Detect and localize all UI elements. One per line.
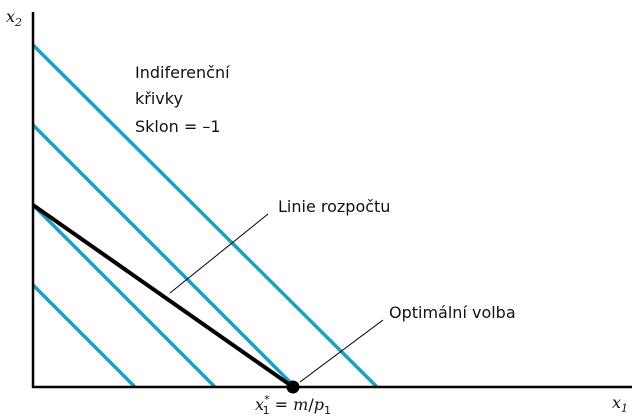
leader-line [169,213,269,294]
optimum-point [286,380,300,394]
label-slash: / [308,395,314,414]
indifference-curve [31,43,379,389]
indifference-curve [31,283,137,389]
budget-line [31,203,295,389]
label-sub: 1 [324,404,331,417]
label-m: m [293,395,308,414]
label-sub: 1 [621,402,628,415]
label-sup: * [264,393,270,406]
annotation: Linie rozpočtu [278,197,390,216]
indifference-curve [31,123,297,389]
label-base: x [255,395,264,414]
annotation: Optimální volba [389,303,516,322]
annotation: Sklon = –1 [135,117,221,136]
annotation: Indiferenční [135,63,230,82]
label-p: p [314,395,324,414]
indifference-curves [31,43,379,389]
y-axis-label: x2 [6,7,22,29]
indifference-curve [31,203,217,389]
label-sub: 1 [263,404,270,417]
x-axis-label: x1 [612,393,628,415]
label-base: x [6,7,15,26]
annotation: křivky [135,89,183,108]
label-eq: = [270,395,294,414]
label-sub: 2 [14,16,22,29]
leader-line [299,319,384,383]
optimum-label: x* 1 = m/p1 [255,393,331,417]
label-base: x [612,393,621,412]
